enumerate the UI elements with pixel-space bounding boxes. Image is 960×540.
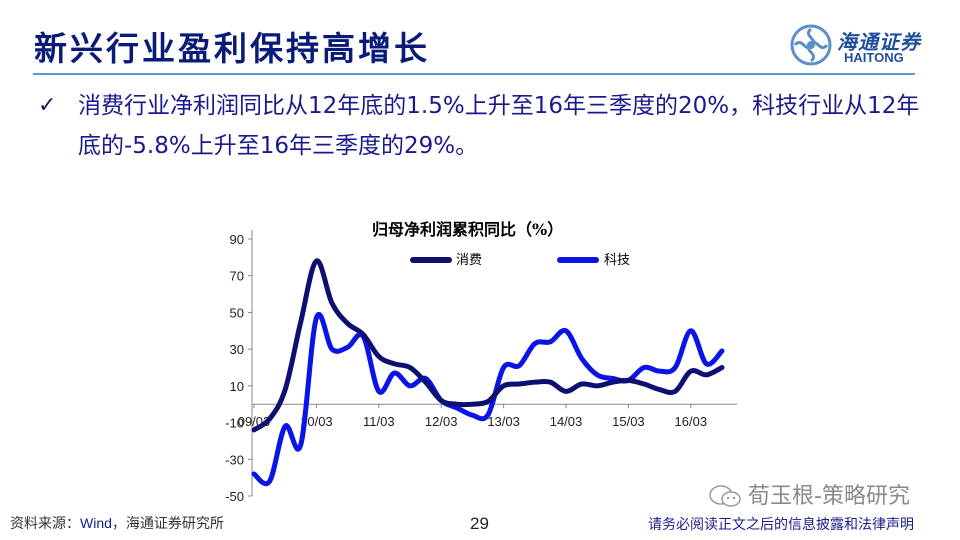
legend-swatch-consumer [410, 257, 452, 263]
svg-text:10: 10 [230, 379, 244, 394]
svg-text:13/03: 13/03 [487, 414, 520, 429]
watermark: 荀玉根-策略研究 [748, 484, 910, 509]
legend-label-tech: 科技 [604, 253, 631, 268]
svg-text:30: 30 [230, 342, 244, 357]
svg-text:16/03: 16/03 [675, 414, 708, 429]
title-divider [33, 73, 915, 75]
svg-text:90: 90 [230, 232, 244, 247]
haitong-logo: 海通证券 HAITONG [790, 24, 940, 68]
legend-swatch-tech [557, 257, 599, 263]
page-title: 新兴行业盈利保持高增长 [34, 29, 430, 68]
svg-text:12/03: 12/03 [425, 414, 458, 429]
svg-text:-10: -10 [225, 416, 244, 431]
page-number: 29 [470, 514, 489, 533]
checkmark-icon: ✓ [38, 93, 57, 118]
svg-text:10/03: 10/03 [300, 414, 333, 429]
svg-text:-30: -30 [225, 452, 244, 467]
svg-text:11/03: 11/03 [363, 414, 395, 429]
wechat-icon [709, 485, 741, 507]
legend-label-consumer: 消费 [456, 253, 483, 268]
svg-text:70: 70 [230, 269, 244, 284]
logo-text-cn: 海通证券 [837, 30, 921, 54]
svg-text:14/03: 14/03 [550, 414, 583, 429]
bullet-text: 消费行业净利润同比从12年底的1.5%上升至16年三季度的20%，科技行业从12… [78, 93, 920, 159]
series-line-tech [251, 312, 725, 487]
svg-text:15/03: 15/03 [612, 414, 645, 429]
series-line-consumer [251, 258, 725, 433]
source-wind: Wind [80, 515, 112, 531]
chart-lines [251, 258, 725, 487]
source-note: 资料来源：Wind，海通证券研究所 [10, 513, 224, 533]
chart-title: 归母净利润累积同比（%） [372, 220, 564, 239]
svg-text:-50: -50 [225, 489, 244, 504]
svg-text:09/03: 09/03 [238, 414, 271, 429]
logo-text-en: HAITONG [844, 50, 904, 65]
legal-disclaimer: 请务必阅读正文之后的信息披露和法律声明 [648, 517, 914, 533]
source-prefix: 资料来源： [10, 516, 80, 532]
haitong-logo-icon [790, 24, 832, 66]
chart-axes: 90 70 50 30 10 -10 -30 -50 09/03 10/03 11/03 12/03 1… [225, 230, 737, 504]
svg-text:50: 50 [230, 305, 244, 320]
source-suffix: ，海通证券研究所 [111, 516, 224, 532]
